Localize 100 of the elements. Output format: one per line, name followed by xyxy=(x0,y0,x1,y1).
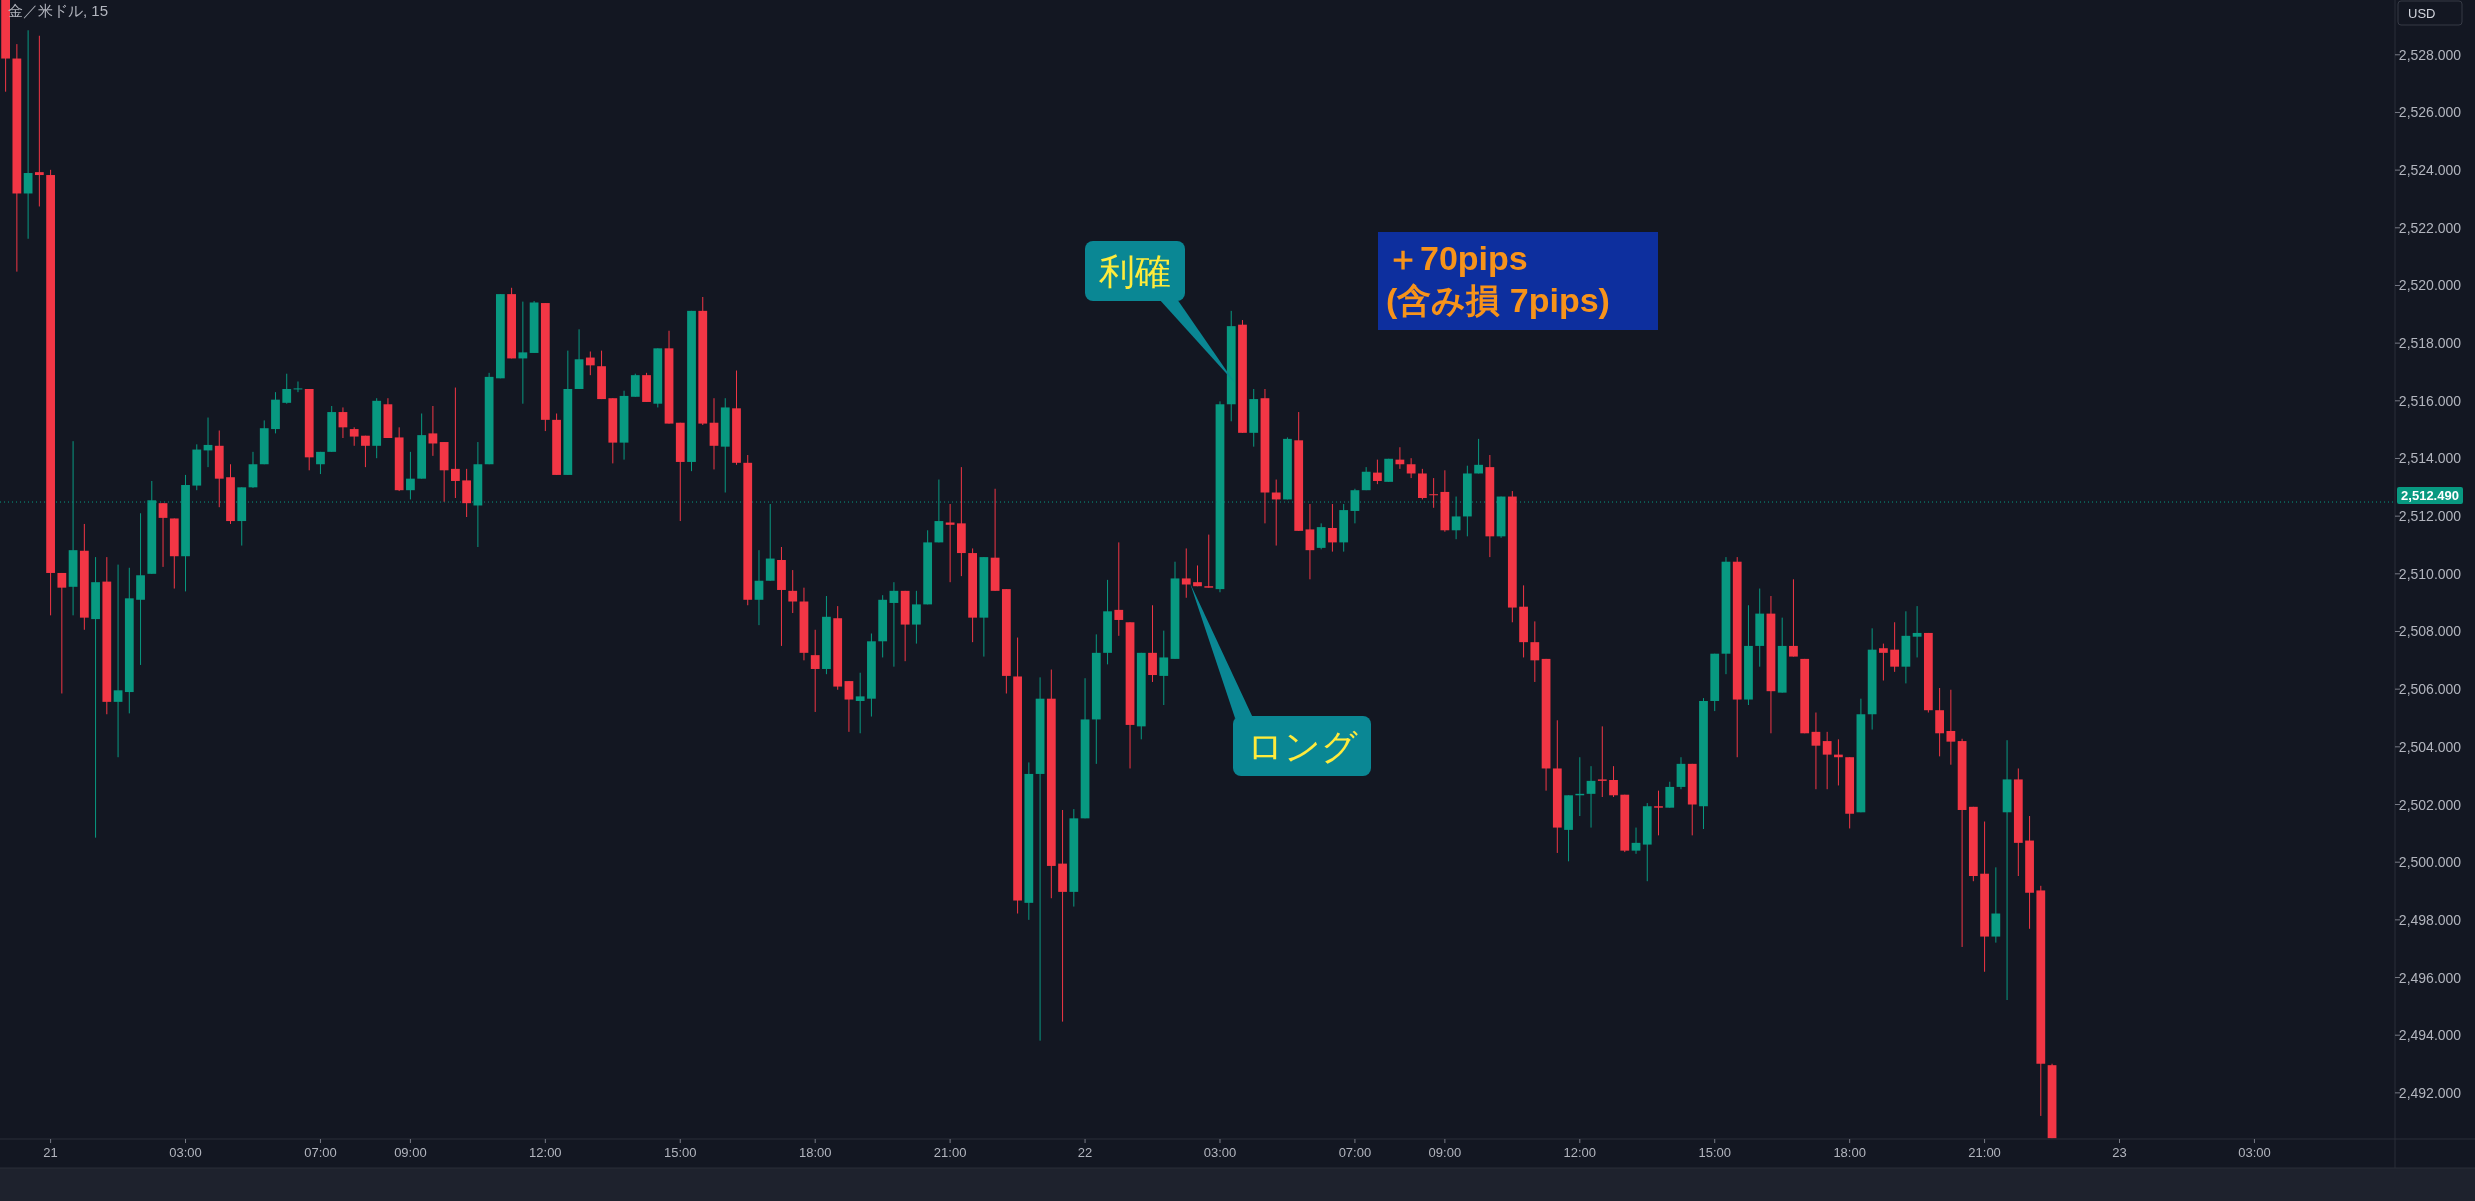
candlestick xyxy=(1879,643,1888,682)
x-tick-label: 21:00 xyxy=(1968,1145,2001,1160)
candlestick xyxy=(113,564,123,758)
candlestick xyxy=(1328,503,1337,553)
candlestick xyxy=(282,373,292,405)
candlestick xyxy=(1305,503,1315,580)
candlestick xyxy=(1204,534,1214,589)
y-axis-title: USD xyxy=(2408,6,2436,21)
y-tick-label: 2,518.000 xyxy=(2398,335,2462,352)
candlestick xyxy=(1912,605,1922,658)
candlestick xyxy=(1148,604,1157,683)
x-tick-label: 03:00 xyxy=(169,1145,202,1160)
x-tick-label: 23 xyxy=(2112,1145,2127,1160)
x-tick-label: 03:00 xyxy=(1203,1145,1237,1160)
y-tick-label: 2,524.000 xyxy=(2398,162,2462,179)
annotation: ＋70pips (含み損 7pips) xyxy=(1386,239,1610,319)
candlestick xyxy=(1114,541,1124,637)
candlestick xyxy=(1530,620,1540,683)
x-tick-label: 18:00 xyxy=(798,1145,832,1160)
candlestick xyxy=(889,581,899,668)
candlestick xyxy=(1654,790,1663,836)
candlestick xyxy=(1665,781,1675,809)
x-tick-label: 21 xyxy=(43,1145,58,1160)
candlestick xyxy=(248,451,258,489)
candlestick xyxy=(34,35,44,207)
candlestick xyxy=(57,572,67,694)
candlestick xyxy=(428,405,438,457)
candlestick xyxy=(754,549,764,626)
ref-line-label: 2,512.490 xyxy=(2401,488,2459,504)
y-tick-label: 2,500.000 xyxy=(2398,854,2462,871)
y-tick-label: 2,520.000 xyxy=(2398,277,2462,294)
candlestick xyxy=(1181,547,1191,599)
y-tick-label: 2,492.000 xyxy=(2398,1084,2462,1101)
x-tick-label: 22 xyxy=(1077,1145,1093,1160)
x-tick-label: 09:00 xyxy=(394,1145,427,1160)
candlestick xyxy=(855,672,865,734)
x-tick-label: 12:00 xyxy=(1563,1145,1597,1160)
y-tick-label: 2,496.000 xyxy=(2398,969,2462,986)
x-tick-label: 18:00 xyxy=(1833,1145,1866,1160)
candlestick xyxy=(462,468,472,518)
y-tick-label: 2,526.000 xyxy=(2398,104,2462,121)
y-tick-label: 2,514.000 xyxy=(2398,450,2462,467)
candlestick xyxy=(1451,496,1461,540)
candlestick xyxy=(810,629,820,713)
candlestick xyxy=(1597,725,1607,798)
x-tick-label: 03:00 xyxy=(2238,1145,2271,1160)
candlestick xyxy=(1935,687,1944,757)
candlestick xyxy=(361,435,370,468)
candlestick xyxy=(1890,621,1900,673)
candlestick xyxy=(1811,712,1821,790)
x-tick-label: 07:00 xyxy=(1338,1145,1372,1160)
y-tick-label: 2,506.000 xyxy=(2398,681,2462,698)
x-tick-label: 21:00 xyxy=(933,1145,967,1160)
x-tick-label: 09:00 xyxy=(1428,1145,1462,1160)
y-tick-label: 2,508.000 xyxy=(2398,623,2462,640)
y-tick-label: 2,516.000 xyxy=(2398,392,2462,409)
candlestick xyxy=(1316,522,1326,550)
x-tick-label: 15:00 xyxy=(664,1145,697,1160)
annotation: ロング xyxy=(1246,726,1358,767)
callout: 利確 xyxy=(1085,241,1235,383)
candlestick xyxy=(1474,438,1483,474)
y-tick-label: 2,498.000 xyxy=(2398,911,2462,928)
candlestick xyxy=(158,502,168,568)
candlestick xyxy=(788,569,798,614)
annotation: 利確 xyxy=(1099,251,1171,292)
candlestick xyxy=(1429,477,1439,509)
y-tick-label: 2,504.000 xyxy=(2398,738,2462,755)
candlestick xyxy=(406,451,415,500)
candlestick xyxy=(585,351,595,376)
candlestick xyxy=(518,301,528,405)
candlestick xyxy=(451,387,460,499)
y-tick-label: 2,528.000 xyxy=(2398,46,2462,63)
candlestick xyxy=(630,373,640,398)
candlestick xyxy=(1586,765,1596,829)
callout: ロング xyxy=(1190,583,1371,776)
candlestick xyxy=(912,590,921,645)
y-tick-label: 2,502.000 xyxy=(2398,796,2462,813)
candlestick xyxy=(1373,459,1382,485)
y-tick-label: 2,522.000 xyxy=(2398,219,2462,236)
candlestick xyxy=(709,397,719,470)
candlestick xyxy=(1609,765,1618,798)
candlestick xyxy=(1406,457,1416,479)
candlestick xyxy=(1159,630,1169,706)
candlestick xyxy=(945,503,955,583)
x-tick-label: 12:00 xyxy=(529,1145,562,1160)
y-tick-label: 2,512.000 xyxy=(2398,508,2462,525)
candlestick xyxy=(349,426,359,447)
candlestick xyxy=(1676,756,1686,790)
x-tick-label: 15:00 xyxy=(1698,1145,1731,1160)
candlestick xyxy=(338,406,348,439)
candlestick xyxy=(1822,731,1832,790)
candlestick xyxy=(765,503,775,582)
candlestick xyxy=(844,680,854,733)
x-tick-label: 07:00 xyxy=(304,1145,337,1160)
y-tick-label: 2,510.000 xyxy=(2398,565,2462,582)
candlestick xyxy=(1789,578,1798,658)
y-tick-label: 2,494.000 xyxy=(2398,1027,2462,1044)
candlestick xyxy=(1946,689,1956,766)
candlestick xyxy=(1991,866,2001,944)
candlestick xyxy=(1631,827,1641,855)
